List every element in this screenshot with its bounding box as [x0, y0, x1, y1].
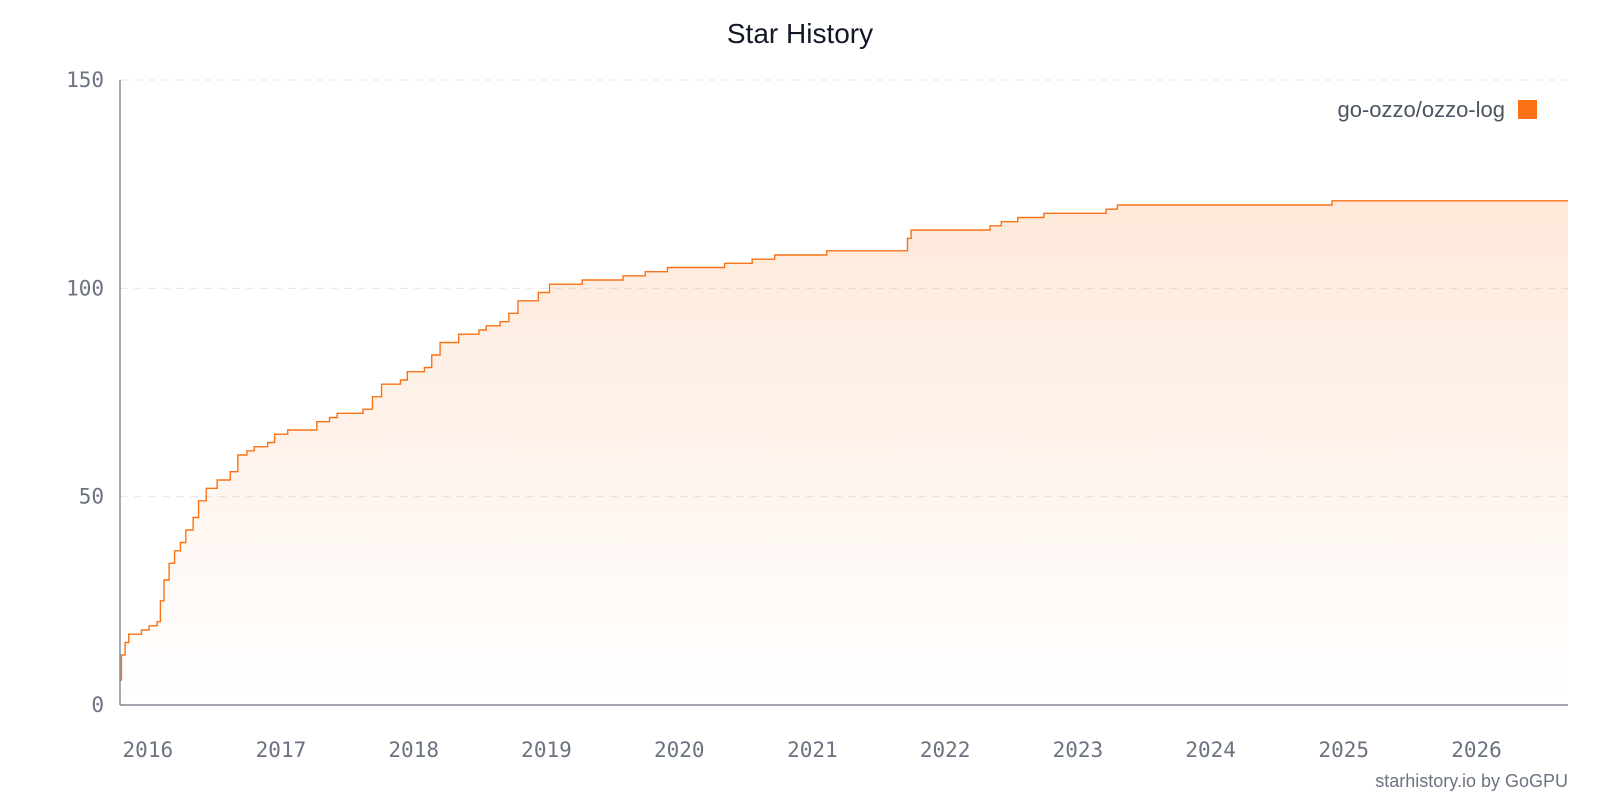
legend-label: go-ozzo/ozzo-log [1337, 97, 1505, 122]
x-tick-label: 2019 [521, 738, 572, 762]
y-tick-label: 150 [66, 68, 104, 92]
x-tick-label: 2025 [1318, 738, 1369, 762]
series-area [120, 200, 1568, 705]
credit-text: starhistory.io by GoGPU [1375, 771, 1568, 791]
x-tick-label: 2024 [1185, 738, 1236, 762]
x-tick-label: 2016 [123, 738, 174, 762]
x-tick-label: 2020 [654, 738, 705, 762]
y-tick-label: 50 [79, 485, 104, 509]
y-tick-label: 0 [91, 693, 104, 717]
legend-swatch [1518, 100, 1537, 119]
x-tick-label: 2021 [787, 738, 838, 762]
x-tick-label: 2023 [1053, 738, 1104, 762]
x-tick-label: 2026 [1451, 738, 1502, 762]
x-tick-label: 2018 [388, 738, 439, 762]
x-tick-label: 2017 [256, 738, 307, 762]
x-tick-label: 2022 [920, 738, 971, 762]
chart-title: Star History [726, 18, 874, 49]
series-line [120, 200, 1568, 681]
y-tick-label: 100 [66, 276, 104, 300]
